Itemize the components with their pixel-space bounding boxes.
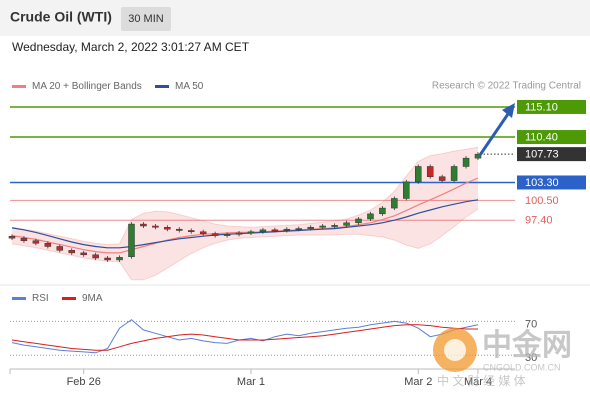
level-label: 115.10: [525, 101, 558, 113]
plot: 115.10 110.40 107.73 103.30 100.50 97.40 MA 20…: [8, 81, 586, 388]
candle: [152, 225, 159, 228]
timestamp: Wednesday, March 2, 2022 3:01:27 AM CET: [12, 40, 250, 54]
level-label-box: [517, 130, 586, 145]
level-label: 97.40: [525, 215, 553, 227]
candle: [92, 254, 99, 259]
indicator-line: [11, 324, 478, 351]
ma-line: [11, 199, 479, 249]
candle: [450, 166, 458, 181]
watermark-logo-inner: [444, 339, 466, 361]
candle: [68, 250, 75, 254]
x-tick-label: Mar 2: [404, 376, 432, 388]
candle: [355, 218, 362, 224]
x-tick-label: Feb 26: [67, 376, 101, 388]
candle: [462, 157, 470, 167]
candle: [474, 153, 482, 159]
candle: [438, 176, 446, 181]
legend-swatch: [12, 297, 26, 300]
y-tick-label: 70: [525, 318, 537, 330]
watermark-site: CNGOLD.COM.CN: [483, 362, 561, 372]
ma-line: [11, 177, 479, 254]
candle: [295, 228, 303, 231]
candle: [247, 231, 255, 234]
legend-label: RSI: [32, 293, 49, 304]
candle: [426, 166, 434, 177]
candle: [343, 222, 350, 226]
candle: [319, 225, 326, 228]
indicator-line: [11, 319, 479, 354]
legend-swatch: [62, 297, 76, 300]
candle: [187, 230, 195, 233]
candle: [140, 223, 147, 227]
candle: [379, 207, 386, 215]
watermark: 中金网 CNGOLD.COM.CN 中 文 财 经 媒 体: [433, 328, 572, 388]
level-label: 110.40: [525, 131, 558, 143]
candle: [391, 198, 398, 209]
candle: [259, 229, 267, 233]
legend-label: 9MA: [82, 293, 103, 304]
candle: [116, 257, 123, 261]
candle: [331, 225, 338, 227]
legend-label: MA 50: [175, 81, 204, 92]
level-label-box: [517, 175, 586, 190]
level-label-box: [517, 99, 586, 114]
legend-swatch: [155, 85, 169, 88]
candle: [223, 234, 231, 236]
candle: [235, 232, 243, 235]
y-tick-label: 30: [525, 352, 537, 364]
candle: [56, 246, 64, 251]
candle: [283, 228, 291, 231]
candle: [32, 240, 40, 244]
x-tick-label: Mar 1: [237, 376, 265, 388]
instrument: Crude Oil (WTI): [10, 9, 112, 25]
candle: [8, 235, 16, 239]
candle: [367, 213, 374, 220]
candle: [44, 243, 52, 247]
candle: [164, 227, 171, 230]
source: Research © 2022 Trading Central: [432, 81, 581, 92]
candle: [104, 257, 111, 261]
level-label: 100.50: [525, 195, 559, 207]
candle: [128, 223, 135, 257]
candle: [271, 229, 279, 232]
timeframe-badge: [121, 7, 171, 31]
timeframe: 30 MIN: [128, 13, 164, 25]
candle: [199, 231, 207, 234]
projection-arrow: [478, 113, 510, 156]
legend-label: MA 20 + Bollinger Bands: [32, 81, 142, 92]
watermark-tagline: 中 文 财 经 媒 体: [437, 373, 526, 388]
candle: [415, 166, 422, 183]
band-lower: [11, 208, 479, 281]
x-tick-label: Mar 4: [464, 376, 492, 388]
legend-swatch: [12, 85, 26, 88]
band-upper: [11, 146, 479, 246]
arrow-head: [502, 103, 515, 118]
candle: [20, 237, 28, 241]
bollinger-band: [12, 147, 478, 280]
watermark-brand: 中金网: [482, 328, 572, 362]
level-label: 107.73: [525, 149, 559, 161]
candle: [176, 228, 183, 231]
level-label-box: [517, 147, 586, 162]
candle: [403, 181, 410, 199]
candle: [211, 233, 219, 236]
candle: [307, 227, 314, 229]
header-bar: [0, 0, 590, 36]
level-label: 103.30: [525, 177, 559, 189]
candle: [80, 252, 87, 256]
